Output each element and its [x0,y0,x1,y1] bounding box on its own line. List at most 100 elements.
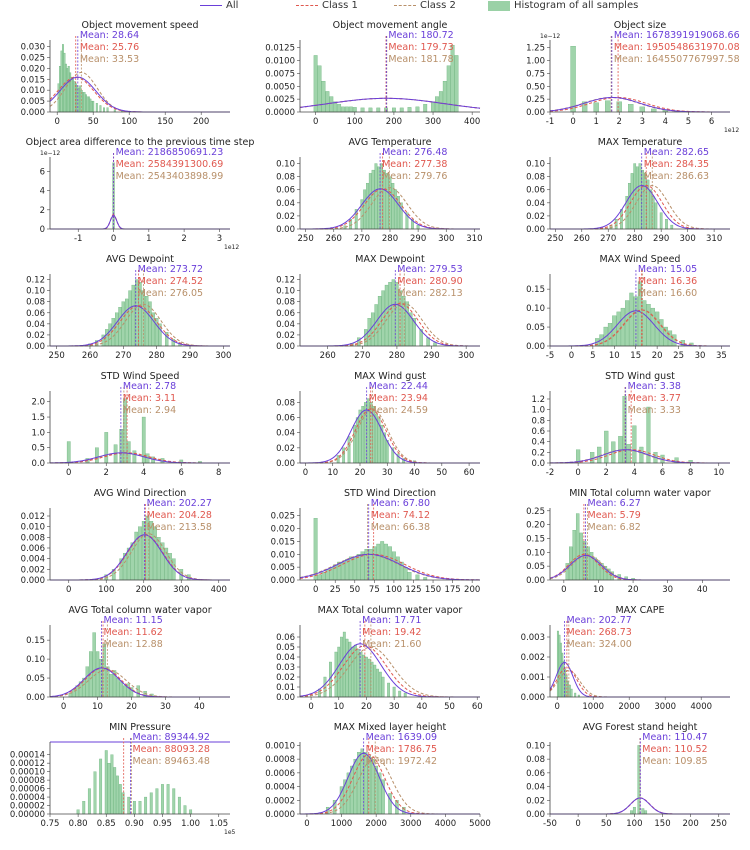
x-tick-label: 3 [217,234,222,244]
x-tick-label: 2 [604,468,609,478]
y-tick-label: 0.12 [276,276,295,286]
mean-label-class2: Mean: 279.76 [382,171,447,182]
x-tick-label: 4 [663,117,668,127]
histogram-bar [630,810,633,815]
x-tick-label: 1000 [582,702,604,712]
x-tick-label: 10 [333,702,344,712]
histogram-bar [76,809,80,815]
x-tick-label: 290 [653,234,669,244]
histogram-bar [110,754,114,815]
legend-swatch-class1 [296,5,318,6]
mean-label-all: Mean: 1639.09 [366,732,437,743]
histogram-bar [357,752,361,815]
x-tick-label: 125 [405,585,421,595]
histogram-bar [423,104,428,113]
mean-label-all: Mean: 2186850691.23 [116,147,224,158]
histogram-bar [381,290,385,347]
histogram-bar [177,796,181,815]
x-tick-label: 270 [354,234,370,244]
pdf-curve-all [50,214,230,230]
histogram-bar [381,676,385,698]
histogram-bar [104,432,109,464]
histogram-bar [629,292,634,347]
histogram-bar [586,546,590,581]
subplot-1: Object movement angle 0.0000 0.0025 0.0050 0… [265,20,480,127]
pdf-curve-all [299,553,481,581]
histogram-bar [391,183,395,230]
y-tick-label: 6 [40,167,45,177]
histogram-bar [116,775,119,815]
mean-label-class2: Mean: 16.60 [638,288,697,299]
histogram-bar [356,554,361,581]
histogram-bar [376,668,379,698]
histogram-bar [416,224,420,230]
x-tick-label: -5 [546,351,554,361]
x-tick-label: 150 [157,117,173,127]
pdf-curve-class1 [299,553,480,581]
legend-swatch-hist [488,1,510,11]
subplot-12: AVG Wind Direction0.0000.0020.0040.0060.… [21,488,230,595]
x-tick-label: 0.80 [69,819,88,829]
histogram-bar [355,417,359,464]
y-tick-label: 0.08 [526,173,545,183]
x-tick-label: 290 [410,234,426,244]
y-tick-label: 1.2 [531,395,545,405]
y-tick-label: 0.05 [526,562,545,572]
histogram-bar [654,202,658,230]
y-tick-label: 0.06 [526,186,545,196]
histogram-bar [368,107,373,113]
mean-label-class1: Mean: 277.38 [382,159,447,170]
histogram-bar [368,173,372,230]
subplot-title: Object size [614,20,667,31]
histogram-bar [131,284,135,347]
y-tick-label: 0.0025 [265,95,295,105]
y-tick-label: 0.20 [526,521,545,531]
histogram-bar [388,793,392,815]
subplot-17: MAX CAPE 0.000 0.001 0.002 0.003 0 1000 2000 300… [521,605,730,712]
subplot-title: Object movement speed [81,20,198,31]
x-tick-label: 40 [416,702,427,712]
subplot-14: MIN Total column water vapor 0.00 0.05 0.10… [526,488,730,595]
histogram-bar [370,758,375,815]
y-tick-label: 0.00012 [10,759,45,769]
x-tick-label: 300 [680,234,696,244]
x-tick-label: 250 [547,234,563,244]
x-tick-label: 20 [355,468,366,478]
subplot-title: MAX Temperature [598,137,683,148]
histogram-bar [153,526,157,581]
legend-label-class2: Class 2 [420,0,456,11]
mean-label-class1: Mean: 3.77 [628,393,681,404]
x-tick-label: -50 [543,819,557,829]
y-tick-label: 0.00 [276,225,295,235]
histogram-bar [329,96,334,113]
mean-label-all: Mean: 28.64 [80,30,139,41]
histogram-bar [166,784,170,815]
subplot-20: AVG Forest stand height 0.00 0.02 0.04 0.06 0… [526,722,730,829]
mean-label-class1: Mean: 268.73 [566,627,631,638]
x-tick-label: 30 [662,585,673,595]
pdf-curve-class2 [300,756,480,815]
x-tick-label: 50 [444,702,455,712]
histogram-bar [103,107,105,113]
mean-label-class2: Mean: 1645507767997.58 [614,54,740,65]
x-tick-label: 200 [386,117,402,127]
histogram-bar [145,296,149,347]
histogram-bar [649,189,652,230]
x-tick-label: 290 [182,351,198,361]
y-tick-label: 0.004 [21,555,45,565]
y-tick-label: 0.4 [531,438,545,448]
histogram-bar [633,163,637,230]
y-tick-label: 2.0 [31,398,45,408]
pdf-curve-class2 [299,646,480,698]
histogram-bar [66,441,71,464]
subplot-title: AVG Temperature [349,137,432,148]
x-tick-label: 260 [574,234,590,244]
histogram-bar [388,546,392,581]
x-tick-label: 4000 [690,702,712,712]
histogram-bar [183,805,187,815]
histogram-bar [127,796,131,815]
histogram-bar [345,106,349,113]
x-tick-label: 260 [326,234,342,244]
x-offset-label: 1e12 [224,244,239,251]
x-tick-label: 2000 [365,819,387,829]
